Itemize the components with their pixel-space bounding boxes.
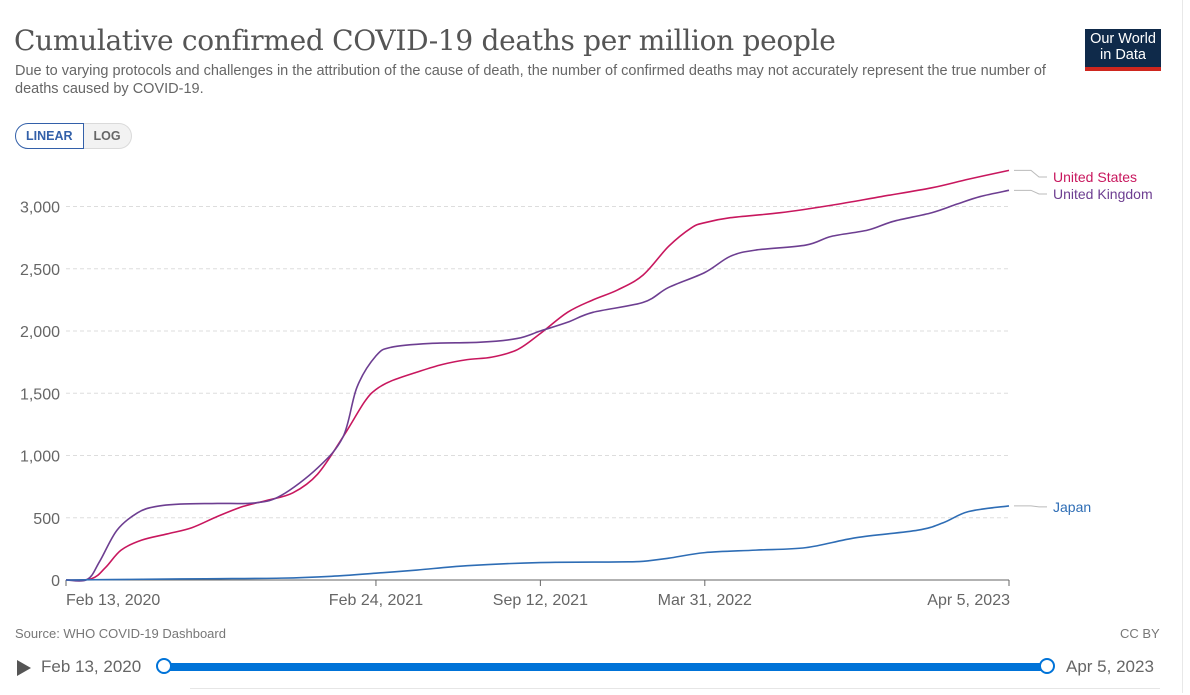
- timeline-start-handle[interactable]: [156, 658, 172, 674]
- line-chart: 0 500 1,000 1,500 2,000 2,500 3,000 Feb 13, 20…: [20, 169, 1153, 609]
- series-label-united-states: United States: [1053, 169, 1137, 185]
- owid-logo[interactable]: Our World in Data: [1085, 29, 1161, 71]
- chart-title: Cumulative confirmed COVID-19 deaths per…: [14, 24, 836, 57]
- y-tick-label: 500: [33, 511, 60, 528]
- series-lines: [65, 169, 1010, 582]
- play-icon[interactable]: [17, 660, 31, 676]
- y-tick-label: 2,000: [20, 324, 60, 341]
- license-link[interactable]: CC BY: [1120, 626, 1160, 641]
- y-tick-label: 2,500: [20, 262, 60, 279]
- x-axis: Feb 13, 2020 Feb 24, 2021 Sep 12, 2021 Mar …: [65, 579, 1010, 609]
- divider: [190, 688, 1160, 689]
- log-scale-button[interactable]: LOG: [83, 123, 132, 149]
- x-tick-label: Mar 31, 2022: [658, 592, 752, 609]
- logo-line-2: in Data: [1100, 47, 1146, 63]
- series-line-japan: [65, 505, 1010, 581]
- label-connector: [1014, 169, 1047, 178]
- timeline-end-label: Apr 5, 2023: [1066, 657, 1154, 676]
- logo-line-1: Our World: [1090, 31, 1156, 47]
- y-tick-label: 0: [51, 573, 60, 590]
- label-connector: [1014, 189, 1047, 195]
- linear-scale-button[interactable]: LINEAR: [15, 123, 84, 149]
- source-note[interactable]: Source: WHO COVID-19 Dashboard: [15, 626, 226, 641]
- y-tick-label: 1,500: [20, 386, 60, 403]
- x-tick-label: Feb 24, 2021: [329, 592, 423, 609]
- label-connector: [1014, 505, 1047, 508]
- x-tick-label: Feb 13, 2020: [66, 592, 160, 609]
- x-tick-label: Sep 12, 2021: [493, 592, 588, 609]
- series-line-united-kingdom: [65, 189, 1010, 582]
- timeline-end-handle[interactable]: [1039, 658, 1055, 674]
- y-tick-label: 3,000: [20, 200, 60, 217]
- timeline-track[interactable]: [164, 663, 1048, 671]
- timeline-start-label: Feb 13, 2020: [41, 657, 142, 676]
- series-label-united-kingdom: United Kingdom: [1053, 186, 1153, 202]
- series-line-united-states: [65, 169, 1010, 581]
- gridlines: [66, 206, 1009, 519]
- chart-subtitle: Due to varying protocols and challenges …: [15, 63, 1046, 97]
- timeline-slider: Feb 13, 2020 Apr 5, 2023: [0, 650, 1182, 686]
- y-axis-ticks: 0 500 1,000 1,500 2,000 2,500 3,000: [20, 200, 60, 591]
- y-tick-label: 1,000: [20, 449, 60, 466]
- series-label-japan: Japan: [1053, 499, 1091, 515]
- scale-toggle: LINEAR LOG: [15, 123, 132, 149]
- x-tick-label: Apr 5, 2023: [927, 592, 1010, 609]
